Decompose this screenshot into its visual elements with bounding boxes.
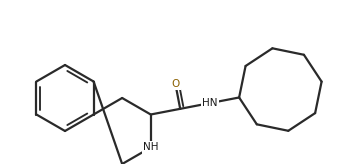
Text: HN: HN [202, 98, 218, 108]
Text: NH: NH [143, 143, 158, 153]
Text: O: O [171, 79, 180, 89]
